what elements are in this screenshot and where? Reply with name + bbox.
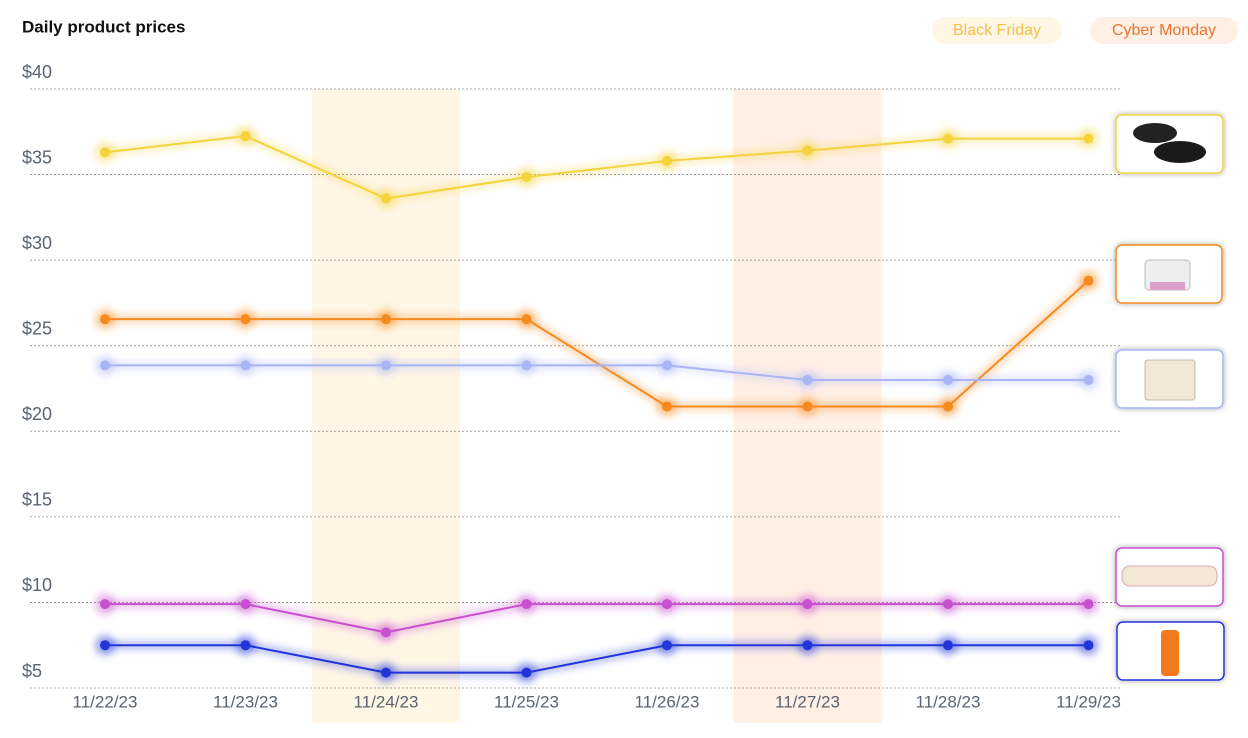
point [100, 314, 110, 325]
point [943, 133, 953, 144]
point [802, 401, 813, 412]
point [1083, 275, 1094, 286]
point [662, 640, 672, 651]
y-tick-label: $20 [22, 404, 52, 424]
point [1083, 133, 1094, 144]
chart-title: Daily product prices [22, 17, 185, 36]
point [100, 640, 110, 651]
point [802, 640, 813, 651]
x-tick-label: 11/26/23 [635, 692, 700, 711]
x-tick-label: 11/28/23 [916, 692, 981, 711]
point [381, 627, 391, 638]
line [105, 603, 1089, 634]
point [521, 667, 532, 678]
point [381, 360, 391, 371]
point [240, 599, 251, 610]
series [95, 355, 1099, 390]
line [105, 279, 1090, 408]
point [521, 599, 532, 610]
point [521, 360, 532, 371]
line [104, 135, 1089, 200]
point [943, 599, 953, 610]
x-tick-label: 11/25/23 [494, 692, 559, 711]
legend-chip [932, 17, 1062, 44]
point [802, 145, 813, 156]
point [943, 640, 953, 651]
x-tick-label: 11/22/23 [73, 692, 138, 711]
y-tick-label: $40 [22, 62, 52, 82]
y-tick-label: $35 [22, 147, 52, 167]
legend-label: Cyber Monday [1112, 22, 1216, 39]
y-tick-label: $5 [22, 661, 42, 681]
point [381, 314, 391, 325]
point [381, 193, 391, 204]
product-thumbnails [1115, 114, 1225, 681]
point [381, 667, 391, 678]
point [1083, 640, 1094, 651]
series [95, 594, 1099, 643]
y-tick-label: $15 [22, 490, 52, 510]
series [95, 635, 1099, 683]
point [521, 172, 532, 183]
point [240, 360, 251, 371]
point [662, 599, 672, 610]
x-tick-label: 11/27/23 [775, 692, 840, 711]
point [1083, 374, 1094, 385]
line-glow [105, 277, 1092, 411]
point [100, 599, 110, 610]
x-tick-label: 11/29/23 [1056, 692, 1121, 711]
line [105, 644, 1089, 674]
point [662, 155, 672, 166]
point [240, 314, 251, 325]
legend-label: Black Friday [953, 22, 1041, 39]
point [1083, 599, 1094, 610]
series [95, 126, 1099, 209]
point [802, 374, 813, 385]
point [802, 599, 813, 610]
point [521, 314, 532, 325]
y-tick-label: $30 [22, 233, 52, 253]
point [943, 374, 953, 385]
point [943, 401, 953, 412]
line [105, 364, 1089, 381]
y-tick-label: $10 [22, 575, 52, 595]
point [662, 401, 672, 412]
series [95, 270, 1099, 417]
legend-chip [1090, 17, 1238, 44]
point [240, 640, 251, 651]
point [100, 147, 110, 158]
point [100, 360, 110, 371]
point [240, 131, 251, 142]
x-tick-label: 11/24/23 [354, 692, 419, 711]
point [662, 360, 672, 371]
y-tick-label: $25 [22, 318, 52, 338]
x-tick-label: 11/23/23 [213, 692, 278, 711]
